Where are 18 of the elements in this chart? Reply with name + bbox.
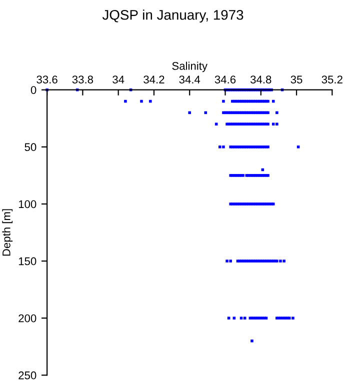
y-tick-label: 150 (18, 257, 36, 266)
x-axis-title: Salinity (172, 62, 208, 72)
x-tick-label: 35 (290, 76, 302, 84)
x-tick-label: 35.2 (322, 76, 342, 84)
x-tick-label: 34.4 (179, 76, 200, 84)
x-tick-label: 34 (112, 76, 124, 84)
y-axis-title: Depth [m] (2, 209, 13, 256)
y-tick-label: 100 (18, 200, 36, 208)
x-tick-label: 34.2 (144, 76, 164, 84)
chart-title: JQSP in January, 1973 (102, 10, 244, 23)
y-tick-label: 0 (30, 86, 36, 94)
y-tick-label: 250 (18, 371, 36, 380)
x-tick-label: 33.6 (36, 76, 58, 84)
x-tick-label: 34.8 (250, 76, 272, 84)
x-tick-label: 34.6 (214, 76, 236, 84)
x-tick-label: 33.8 (72, 76, 94, 84)
y-tick-label: 200 (18, 314, 36, 322)
y-tick-label: 50 (24, 143, 36, 152)
